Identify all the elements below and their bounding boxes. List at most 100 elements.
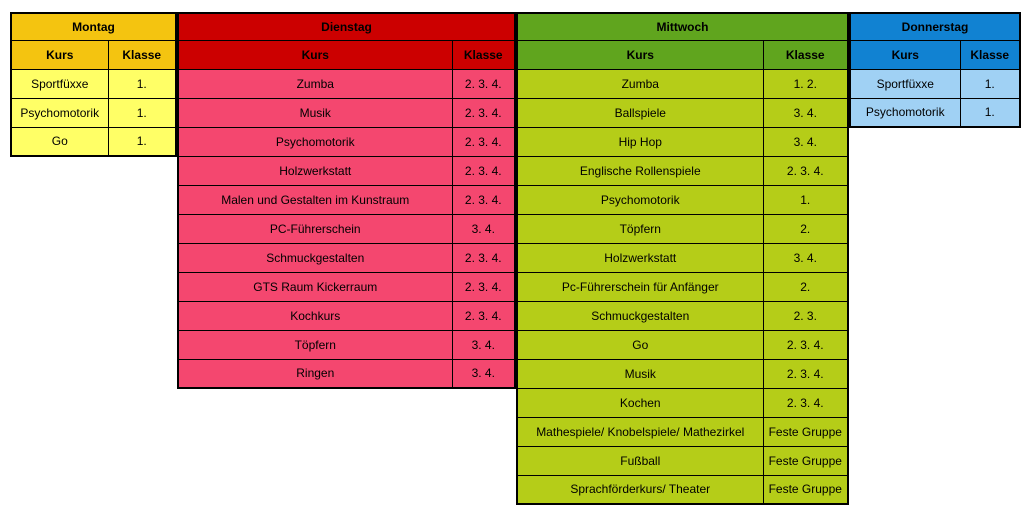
klasse-cell: 2. 3. 4. xyxy=(451,184,516,215)
table-row: Englische Rollenspiele 2. 3. 4. xyxy=(516,155,849,186)
table-row: Schmuckgestalten 2. 3. xyxy=(516,300,849,331)
klasse-column-header: Klasse xyxy=(451,39,516,70)
kurs-cell: Malen und Gestalten im Kunstraum xyxy=(177,184,453,215)
klasse-cell: 1. xyxy=(107,97,177,128)
table-row: Sportfüxxe 1. xyxy=(10,68,177,99)
kurs-cell: Kochkurs xyxy=(177,300,453,331)
klasse-cell: 2. 3. 4. xyxy=(762,358,849,389)
kurs-cell: Sprachförderkurs/ Theater xyxy=(516,474,764,505)
kurs-cell: Go xyxy=(10,126,109,157)
day-header: Donnerstag xyxy=(849,12,1021,41)
kurs-cell: Psychomotorik xyxy=(849,97,961,128)
klasse-column-header: Klasse xyxy=(762,39,849,70)
kurs-cell: Zumba xyxy=(516,68,764,99)
table-row: Holzwerkstatt 2. 3. 4. xyxy=(177,155,516,186)
kurs-cell: Holzwerkstatt xyxy=(177,155,453,186)
klasse-cell: 2. xyxy=(762,213,849,244)
kurs-cell: Sportfüxxe xyxy=(849,68,961,99)
klasse-column-header: Klasse xyxy=(107,39,177,70)
day-table-dienstag: Dienstag Kurs Klasse Zumba 2. 3. 4. Musik 2. 3… xyxy=(177,12,516,389)
klasse-cell: 2. 3. 4. xyxy=(451,126,516,157)
kurs-cell: Psychomotorik xyxy=(516,184,764,215)
klasse-cell: 3. 4. xyxy=(762,126,849,157)
klasse-cell: 2. 3. 4. xyxy=(451,97,516,128)
table-row: Holzwerkstatt 3. 4. xyxy=(516,242,849,273)
table-row: Hip Hop 3. 4. xyxy=(516,126,849,157)
table-row: Fußball Feste Gruppe xyxy=(516,445,849,476)
table-row: Zumba 1. 2. xyxy=(516,68,849,99)
table-row: PC-Führerschein 3. 4. xyxy=(177,213,516,244)
klasse-cell: 1. xyxy=(107,68,177,99)
klasse-cell: 2. 3. 4. xyxy=(451,155,516,186)
table-row: Ringen 3. 4. xyxy=(177,358,516,389)
klasse-cell: 1. xyxy=(107,126,177,157)
kurs-cell: Go xyxy=(516,329,764,360)
day-table-donnerstag: Donnerstag Kurs Klasse Sportfüxxe 1. Psychomo… xyxy=(849,12,1021,128)
kurs-cell: Töpfern xyxy=(516,213,764,244)
kurs-column-header: Kurs xyxy=(10,39,109,70)
table-row: Kochkurs 2. 3. 4. xyxy=(177,300,516,331)
table-row: Sportfüxxe 1. xyxy=(849,68,1021,99)
table-row: Psychomotorik 1. xyxy=(516,184,849,215)
table-row: GTS Raum Kickerraum 2. 3. 4. xyxy=(177,271,516,302)
klasse-cell: 1. xyxy=(762,184,849,215)
kurs-cell: Ballspiele xyxy=(516,97,764,128)
klasse-cell: 2. 3. 4. xyxy=(451,300,516,331)
table-row: Sprachförderkurs/ Theater Feste Gruppe xyxy=(516,474,849,505)
klasse-cell: 3. 4. xyxy=(451,213,516,244)
kurs-cell: Pc-Führerschein für Anfänger xyxy=(516,271,764,302)
table-row: Go 1. xyxy=(10,126,177,157)
table-row: Musik 2. 3. 4. xyxy=(516,358,849,389)
table-row: Malen und Gestalten im Kunstraum 2. 3. 4. xyxy=(177,184,516,215)
kurs-cell: Töpfern xyxy=(177,329,453,360)
klasse-cell: 1. 2. xyxy=(762,68,849,99)
klasse-cell: 2. 3. 4. xyxy=(451,242,516,273)
day-table-montag: Montag Kurs Klasse Sportfüxxe 1. Psychomotori… xyxy=(10,12,177,157)
klasse-cell: 2. 3. xyxy=(762,300,849,331)
kurs-cell: Psychomotorik xyxy=(10,97,109,128)
kurs-cell: GTS Raum Kickerraum xyxy=(177,271,453,302)
table-row: Pc-Führerschein für Anfänger 2. xyxy=(516,271,849,302)
klasse-cell: Feste Gruppe xyxy=(762,416,849,447)
klasse-cell: 3. 4. xyxy=(451,329,516,360)
table-row: Töpfern 2. xyxy=(516,213,849,244)
kurs-column-header: Kurs xyxy=(516,39,764,70)
table-row: Töpfern 3. 4. xyxy=(177,329,516,360)
day-header: Dienstag xyxy=(177,12,516,41)
kurs-cell: Schmuckgestalten xyxy=(516,300,764,331)
kurs-column-header: Kurs xyxy=(177,39,453,70)
klasse-cell: 2. 3. 4. xyxy=(451,68,516,99)
day-table-mittwoch: Mittwoch Kurs Klasse Zumba 1. 2. Ballspiele 3.… xyxy=(516,12,849,505)
klasse-cell: 2. 3. 4. xyxy=(451,271,516,302)
table-row: Psychomotorik 2. 3. 4. xyxy=(177,126,516,157)
kurs-cell: Holzwerkstatt xyxy=(516,242,764,273)
klasse-cell: 2. 3. 4. xyxy=(762,155,849,186)
day-header: Mittwoch xyxy=(516,12,849,41)
klasse-cell: 2. 3. 4. xyxy=(762,329,849,360)
table-row: Mathespiele/ Knobelspiele/ Mathezirkel Fe… xyxy=(516,416,849,447)
kurs-column-header: Kurs xyxy=(849,39,961,70)
klasse-cell: 2. xyxy=(762,271,849,302)
table-row: Kochen 2. 3. 4. xyxy=(516,387,849,418)
kurs-cell: Zumba xyxy=(177,68,453,99)
klasse-cell: 1. xyxy=(959,97,1021,128)
table-row: Musik 2. 3. 4. xyxy=(177,97,516,128)
kurs-cell: Sportfüxxe xyxy=(10,68,109,99)
table-row: Psychomotorik 1. xyxy=(849,97,1021,128)
kurs-cell: Psychomotorik xyxy=(177,126,453,157)
table-row: Ballspiele 3. 4. xyxy=(516,97,849,128)
table-row: Zumba 2. 3. 4. xyxy=(177,68,516,99)
kurs-cell: Hip Hop xyxy=(516,126,764,157)
klasse-cell: Feste Gruppe xyxy=(762,445,849,476)
table-row: Psychomotorik 1. xyxy=(10,97,177,128)
klasse-cell: 3. 4. xyxy=(762,97,849,128)
kurs-cell: Musik xyxy=(516,358,764,389)
kurs-cell: Mathespiele/ Knobelspiele/ Mathezirkel xyxy=(516,416,764,447)
kurs-cell: PC-Führerschein xyxy=(177,213,453,244)
kurs-cell: Musik xyxy=(177,97,453,128)
kurs-cell: Ringen xyxy=(177,358,453,389)
table-row: Go 2. 3. 4. xyxy=(516,329,849,360)
kurs-cell: Englische Rollenspiele xyxy=(516,155,764,186)
kurs-cell: Fußball xyxy=(516,445,764,476)
